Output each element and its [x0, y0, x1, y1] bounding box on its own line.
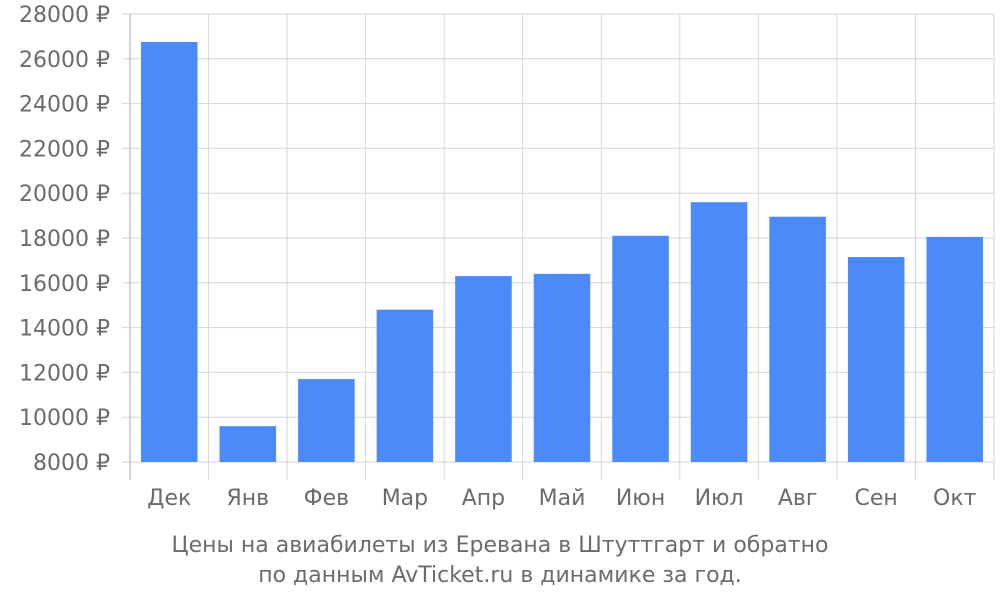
x-axis-labels: Дек Янв Фев Мар Апр Май Июн Июл Авг Сен Окт	[147, 486, 976, 511]
x-tick-label: Окт	[933, 486, 977, 511]
y-tick-label: 14000 ₽	[19, 317, 110, 342]
x-tick-label: Июн	[616, 486, 665, 511]
x-tick-label: Авг	[778, 486, 818, 511]
chart-caption-line-2: по данным AvTicket.ru в динамике за год.	[258, 563, 742, 588]
bar-6	[612, 235, 669, 462]
bars-group	[140, 42, 984, 462]
y-tick-label: 12000 ₽	[19, 361, 110, 386]
y-tick-label: 22000 ₽	[19, 137, 110, 162]
y-tick-label: 16000 ₽	[19, 272, 110, 297]
y-tick-label: 20000 ₽	[19, 182, 110, 207]
x-tick-label: Фев	[304, 486, 349, 511]
price-bar-chart: 8000 ₽ 10000 ₽ 12000 ₽ 14000 ₽ 16000 ₽ 18000 …	[19, 3, 995, 511]
bar-2	[298, 379, 355, 462]
y-tick-label: 18000 ₽	[19, 227, 110, 252]
bar-5	[533, 273, 591, 462]
bar-3	[376, 309, 434, 462]
y-axis-labels: 8000 ₽ 10000 ₽ 12000 ₽ 14000 ₽ 16000 ₽ 18000 …	[19, 3, 110, 476]
y-tick-label: 24000 ₽	[19, 93, 110, 118]
bar-0	[140, 42, 198, 462]
y-tick-label: 8000 ₽	[33, 451, 110, 476]
chart-caption-line-1: Цены на авиабилеты из Еревана в Штуттгар…	[171, 533, 829, 558]
y-tick-label: 10000 ₽	[19, 406, 110, 431]
bar-7	[690, 202, 748, 462]
bar-9	[847, 257, 905, 462]
x-tick-label: Апр	[462, 486, 505, 511]
bar-8	[769, 216, 826, 462]
x-tick-label: Сен	[855, 486, 898, 511]
x-tick-label: Мар	[382, 486, 428, 511]
y-tick-label: 28000 ₽	[19, 3, 110, 28]
x-tick-label: Янв	[226, 486, 269, 511]
bar-10	[926, 236, 984, 462]
x-tick-label: Июл	[695, 486, 744, 511]
y-tick-label: 26000 ₽	[19, 48, 110, 73]
bar-4	[455, 276, 512, 462]
bar-1	[219, 426, 277, 462]
x-tick-label: Май	[539, 486, 586, 511]
x-tick-label: Дек	[147, 486, 191, 511]
